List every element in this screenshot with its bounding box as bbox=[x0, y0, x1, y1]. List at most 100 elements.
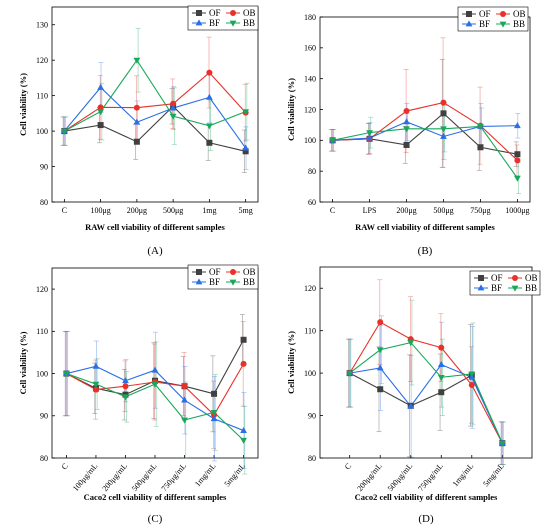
series-line bbox=[349, 321, 503, 444]
legend: OF OB BF BB bbox=[457, 6, 529, 32]
chart-panel: 60 80 100 120 140 160 180 C LPS 200μg 500μg 750μg 10… bbox=[286, 6, 531, 257]
legend-marker bbox=[195, 278, 203, 285]
legend: OF OB BF BB bbox=[469, 270, 541, 296]
legend-label: OB bbox=[243, 8, 256, 18]
y-tick-label: 120 bbox=[36, 56, 48, 65]
legend-label: BB bbox=[525, 283, 537, 293]
x-tick-label: 100μg bbox=[90, 206, 110, 215]
data-point bbox=[92, 381, 100, 388]
data-point bbox=[240, 360, 247, 367]
legend-marker bbox=[465, 20, 473, 27]
plot-frame bbox=[51, 267, 259, 459]
series-line bbox=[64, 59, 246, 132]
x-tick-label: 1000μg bbox=[505, 206, 529, 215]
data-point bbox=[181, 417, 188, 424]
panel-label: (A) bbox=[147, 245, 163, 257]
data-point bbox=[440, 132, 447, 139]
plot-frame bbox=[319, 266, 533, 459]
error-bars bbox=[348, 299, 507, 465]
data-point bbox=[97, 122, 104, 129]
data-point bbox=[133, 104, 140, 111]
data-point bbox=[205, 123, 213, 130]
data-point bbox=[92, 386, 99, 393]
data-point bbox=[240, 437, 247, 444]
legend-label: BB bbox=[513, 19, 525, 29]
data-point bbox=[169, 104, 177, 111]
legend-label: BF bbox=[209, 18, 220, 28]
legend-marker bbox=[511, 285, 519, 292]
series-line bbox=[63, 86, 247, 149]
x-tick-label: 5mg bbox=[239, 206, 253, 215]
y-tick-label: 130 bbox=[36, 21, 48, 30]
x-tick-label: C bbox=[330, 206, 335, 215]
data-point bbox=[514, 175, 521, 182]
y-tick-label: 90 bbox=[40, 412, 48, 421]
data-point bbox=[133, 57, 141, 64]
data-point bbox=[366, 134, 373, 141]
data-point bbox=[498, 440, 506, 447]
x-tick-label: 500μg bbox=[433, 206, 453, 215]
legend-label: OF bbox=[491, 273, 503, 283]
data-point bbox=[97, 109, 105, 116]
data-point bbox=[60, 128, 68, 135]
legend-label: BF bbox=[479, 19, 490, 29]
panel-label: (B) bbox=[418, 245, 433, 257]
x-tick-label: 500μg/mL bbox=[130, 461, 159, 493]
y-tick-label: 180 bbox=[304, 13, 316, 22]
y-tick-label: 80 bbox=[308, 454, 316, 463]
x-tick-label: C bbox=[343, 462, 353, 472]
x-tick-label: LPS bbox=[363, 206, 377, 215]
error-bars bbox=[330, 102, 521, 160]
x-tick-label: 200μg/mL bbox=[355, 461, 384, 493]
legend-marker bbox=[512, 275, 518, 281]
x-tick-label: 5mg/mL bbox=[481, 461, 506, 488]
chart-panel: 80 90 100 110 120 130 C 100μg 200μg 500μg 1mg 5mg RA… bbox=[18, 5, 259, 257]
series-line bbox=[349, 341, 503, 444]
chart-panel: 80 90 100 110 120 C 100μg/mL 200μg/mL 500μg/mL 75… bbox=[18, 264, 259, 525]
y-tick-label: 100 bbox=[36, 127, 48, 136]
legend-marker bbox=[196, 10, 202, 16]
error-bars bbox=[61, 36, 248, 146]
y-tick-label: 100 bbox=[36, 369, 48, 378]
y-tick-label: 110 bbox=[36, 91, 48, 100]
data-point bbox=[440, 110, 447, 117]
x-tick-label: 1mg/mL bbox=[193, 461, 218, 488]
plot-frame bbox=[319, 16, 531, 203]
data-point bbox=[438, 344, 445, 351]
x-tick-label: C bbox=[62, 206, 67, 215]
data-point bbox=[63, 371, 70, 378]
x-tick-label: 200μg bbox=[127, 206, 147, 215]
data-point bbox=[376, 347, 384, 354]
legend-marker bbox=[500, 11, 506, 17]
legend-label: OB bbox=[525, 273, 538, 283]
y-tick-label: 90 bbox=[40, 162, 48, 171]
data-point bbox=[205, 93, 213, 100]
y-tick-label: 120 bbox=[304, 105, 316, 114]
series-line bbox=[332, 125, 518, 179]
legend-marker bbox=[466, 11, 472, 17]
y-axis-title: Cell viability (%) bbox=[286, 78, 296, 141]
error-bars bbox=[346, 279, 505, 465]
legend-marker bbox=[499, 21, 507, 28]
data-point bbox=[92, 362, 100, 369]
data-point bbox=[151, 366, 159, 373]
data-point bbox=[477, 144, 484, 151]
data-point bbox=[133, 138, 140, 145]
legend-marker bbox=[477, 284, 485, 291]
y-tick-label: 80 bbox=[40, 454, 48, 463]
legend-label: BB bbox=[243, 18, 255, 28]
legend-label: OB bbox=[243, 267, 256, 277]
data-point bbox=[437, 361, 445, 368]
y-axis-title: Cell viability (%) bbox=[18, 331, 28, 394]
legend-label: OF bbox=[479, 9, 491, 19]
plot-frame bbox=[51, 6, 259, 203]
data-point bbox=[206, 139, 213, 146]
data-point bbox=[97, 104, 104, 111]
data-point bbox=[403, 118, 410, 125]
legend-label: OF bbox=[209, 267, 221, 277]
data-point bbox=[440, 99, 447, 106]
series-line bbox=[64, 105, 246, 152]
y-tick-label: 140 bbox=[304, 74, 316, 83]
y-tick-label: 100 bbox=[304, 136, 316, 145]
